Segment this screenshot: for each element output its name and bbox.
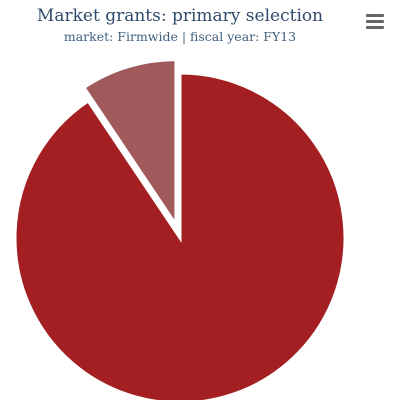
hamburger-menu-icon [366, 14, 384, 17]
hamburger-menu-icon-bar [366, 26, 384, 29]
chart-subtitle: market: Firmwide | fiscal year: FY13 [63, 29, 297, 44]
pie-slice-2[interactable] [81, 58, 178, 230]
chart-menu-button[interactable] [364, 11, 386, 31]
hamburger-menu-icon-bar [366, 20, 384, 23]
pie-slice-1[interactable] [13, 71, 347, 400]
pie-slices [13, 58, 347, 400]
chart-title: Market grants: primary selection [36, 6, 324, 26]
